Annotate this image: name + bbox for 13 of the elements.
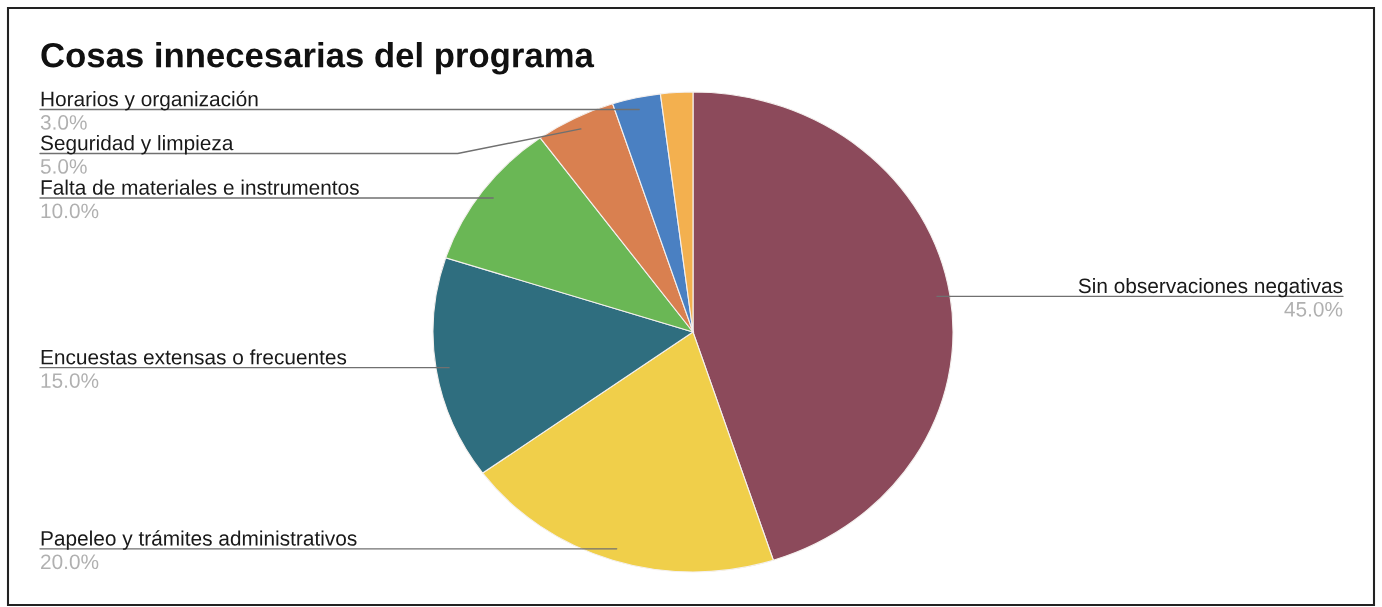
- slice-label: Sin observaciones negativas: [1078, 277, 1343, 298]
- data-label: 45.0%: [1284, 301, 1343, 317]
- data-label: 5.0%: [40, 159, 87, 174]
- slice-label: Encuestas extensas o frecuentes: [41, 349, 347, 365]
- slice-label: Horarios y organización: [41, 90, 258, 111]
- data-label: 10.0%: [41, 203, 99, 219]
- slice-label: Seguridad y limpieza: [40, 135, 234, 155]
- data-label: 15.0%: [41, 373, 99, 388]
- data-label: 3.0%: [40, 115, 87, 130]
- slice-label: Falta de materiales e instrumentos: [41, 179, 359, 195]
- slice-label: Papeleo y trámites administrativos: [41, 530, 357, 550]
- chart-title: Cosas innecesarias del programa: [41, 42, 595, 75]
- data-label: 20.0%: [41, 554, 99, 570]
